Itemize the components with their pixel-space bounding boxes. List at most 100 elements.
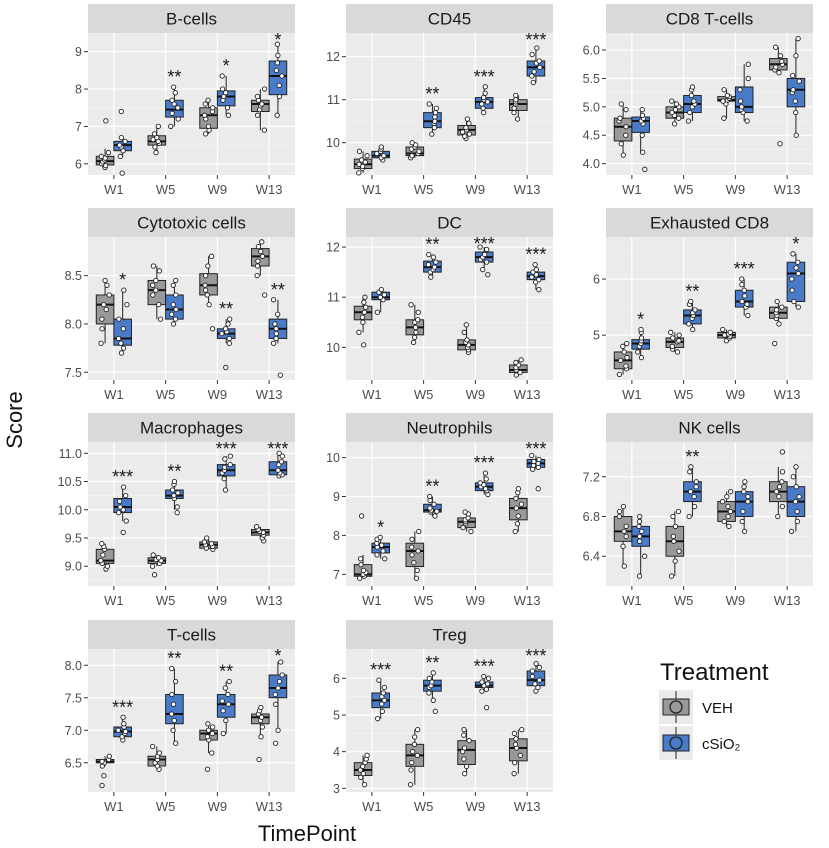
data-point	[529, 274, 535, 280]
data-point	[621, 563, 627, 569]
data-point	[116, 509, 122, 516]
x-tick-label: W13	[514, 387, 541, 402]
data-point	[123, 518, 129, 524]
data-point	[669, 343, 675, 350]
data-point	[253, 524, 260, 530]
data-point	[205, 263, 211, 269]
box-veh-w5	[405, 140, 425, 161]
box-csio2-w13	[526, 261, 546, 293]
data-point	[361, 299, 367, 305]
data-point	[477, 480, 483, 486]
data-point	[638, 335, 645, 341]
box-csio2-w9	[474, 673, 494, 711]
data-point	[741, 528, 748, 535]
data-point	[358, 513, 365, 519]
x-tick-label: W5	[156, 799, 176, 814]
data-point	[537, 64, 543, 71]
box-csio2-w9	[734, 61, 754, 124]
data-point	[272, 321, 278, 327]
data-point	[741, 484, 747, 490]
data-point	[745, 61, 751, 67]
data-point	[691, 98, 697, 104]
box-veh-w9	[717, 87, 736, 121]
data-point	[513, 372, 520, 378]
data-point	[482, 251, 488, 258]
data-point	[357, 575, 363, 581]
data-point	[635, 349, 641, 355]
y-tick-label: 6.5	[65, 756, 82, 770]
data-point	[725, 503, 731, 510]
data-point	[174, 504, 180, 510]
data-point	[477, 244, 483, 250]
x-tick-label: W9	[466, 593, 486, 608]
data-point	[741, 287, 747, 293]
significance-label: ***	[112, 467, 133, 487]
data-point	[356, 161, 362, 167]
data-point	[275, 727, 281, 733]
x-tick-label: W5	[414, 387, 434, 402]
box-veh-w5	[665, 98, 685, 127]
data-point	[530, 79, 536, 86]
data-point	[276, 450, 282, 456]
significance-label: *	[223, 56, 230, 76]
significance-label: **	[167, 67, 181, 87]
data-point	[375, 716, 381, 722]
x-tick-label: W9	[466, 182, 486, 197]
data-point	[779, 58, 785, 65]
y-tick-label: 8	[75, 83, 82, 97]
box-veh-w9	[457, 322, 476, 356]
data-point	[225, 701, 232, 707]
significance-label: **	[685, 447, 699, 467]
box-veh-w9	[199, 97, 218, 137]
data-point	[642, 166, 648, 172]
data-point	[776, 321, 782, 327]
data-point	[688, 298, 694, 305]
data-point	[278, 659, 284, 665]
box-veh-w9	[199, 253, 218, 332]
data-point	[793, 132, 799, 138]
significance-label: *	[637, 310, 644, 330]
data-point	[358, 157, 365, 163]
significance-label: **	[271, 280, 285, 300]
data-point	[222, 456, 228, 462]
data-point	[273, 701, 279, 707]
box-csio2-w13	[526, 661, 546, 694]
data-point	[464, 337, 470, 343]
data-point	[674, 349, 681, 355]
data-point	[276, 678, 283, 685]
data-point	[676, 338, 682, 344]
data-point	[671, 121, 678, 127]
data-point	[156, 750, 163, 756]
y-tick-label: 6	[333, 672, 340, 686]
data-point	[254, 263, 261, 269]
data-point	[170, 282, 176, 288]
data-point	[376, 677, 382, 683]
box-csio2-w9	[216, 453, 236, 493]
data-point	[151, 131, 158, 137]
data-point	[773, 489, 780, 495]
data-point	[408, 302, 414, 308]
data-point	[776, 493, 782, 500]
data-point	[531, 458, 537, 465]
box-csio2-w5	[165, 84, 184, 130]
box-csio2-w13	[526, 452, 546, 492]
data-point	[690, 326, 696, 333]
data-point	[273, 330, 280, 337]
x-tick-label: W13	[256, 182, 283, 197]
y-tick-label: 7	[75, 120, 82, 134]
data-point	[409, 760, 415, 766]
panel-nk-cells: NK cells 6.4 6.8 7.2 W1 W5 W9 W13 **	[583, 413, 813, 608]
y-tick-label: 3	[333, 782, 340, 796]
data-point	[720, 326, 726, 333]
significance-label: ***	[474, 67, 495, 87]
data-point	[675, 508, 682, 515]
data-point	[382, 556, 388, 562]
data-point	[379, 708, 386, 714]
panel-strip	[606, 413, 813, 442]
data-point	[616, 371, 623, 378]
box-veh-w9	[199, 721, 218, 772]
data-point	[744, 301, 750, 307]
data-point	[374, 309, 381, 315]
